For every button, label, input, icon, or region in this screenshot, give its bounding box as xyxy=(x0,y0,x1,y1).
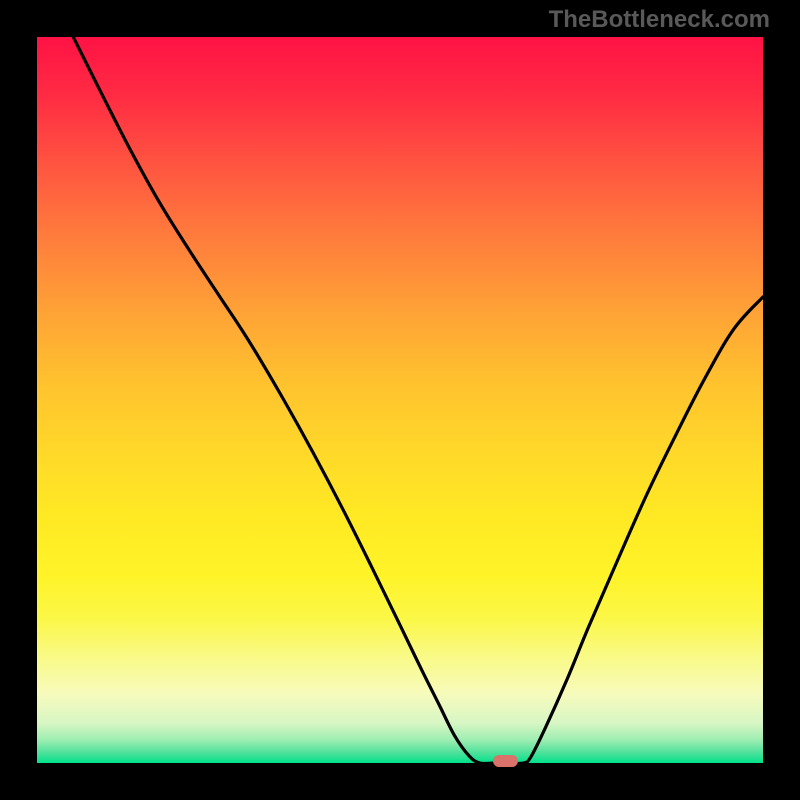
plot-area xyxy=(37,37,763,763)
bottleneck-chart: TheBottleneck.com xyxy=(0,0,800,800)
watermark-text: TheBottleneck.com xyxy=(549,6,770,34)
optimum-marker xyxy=(493,755,518,767)
bottleneck-curve xyxy=(37,37,763,763)
